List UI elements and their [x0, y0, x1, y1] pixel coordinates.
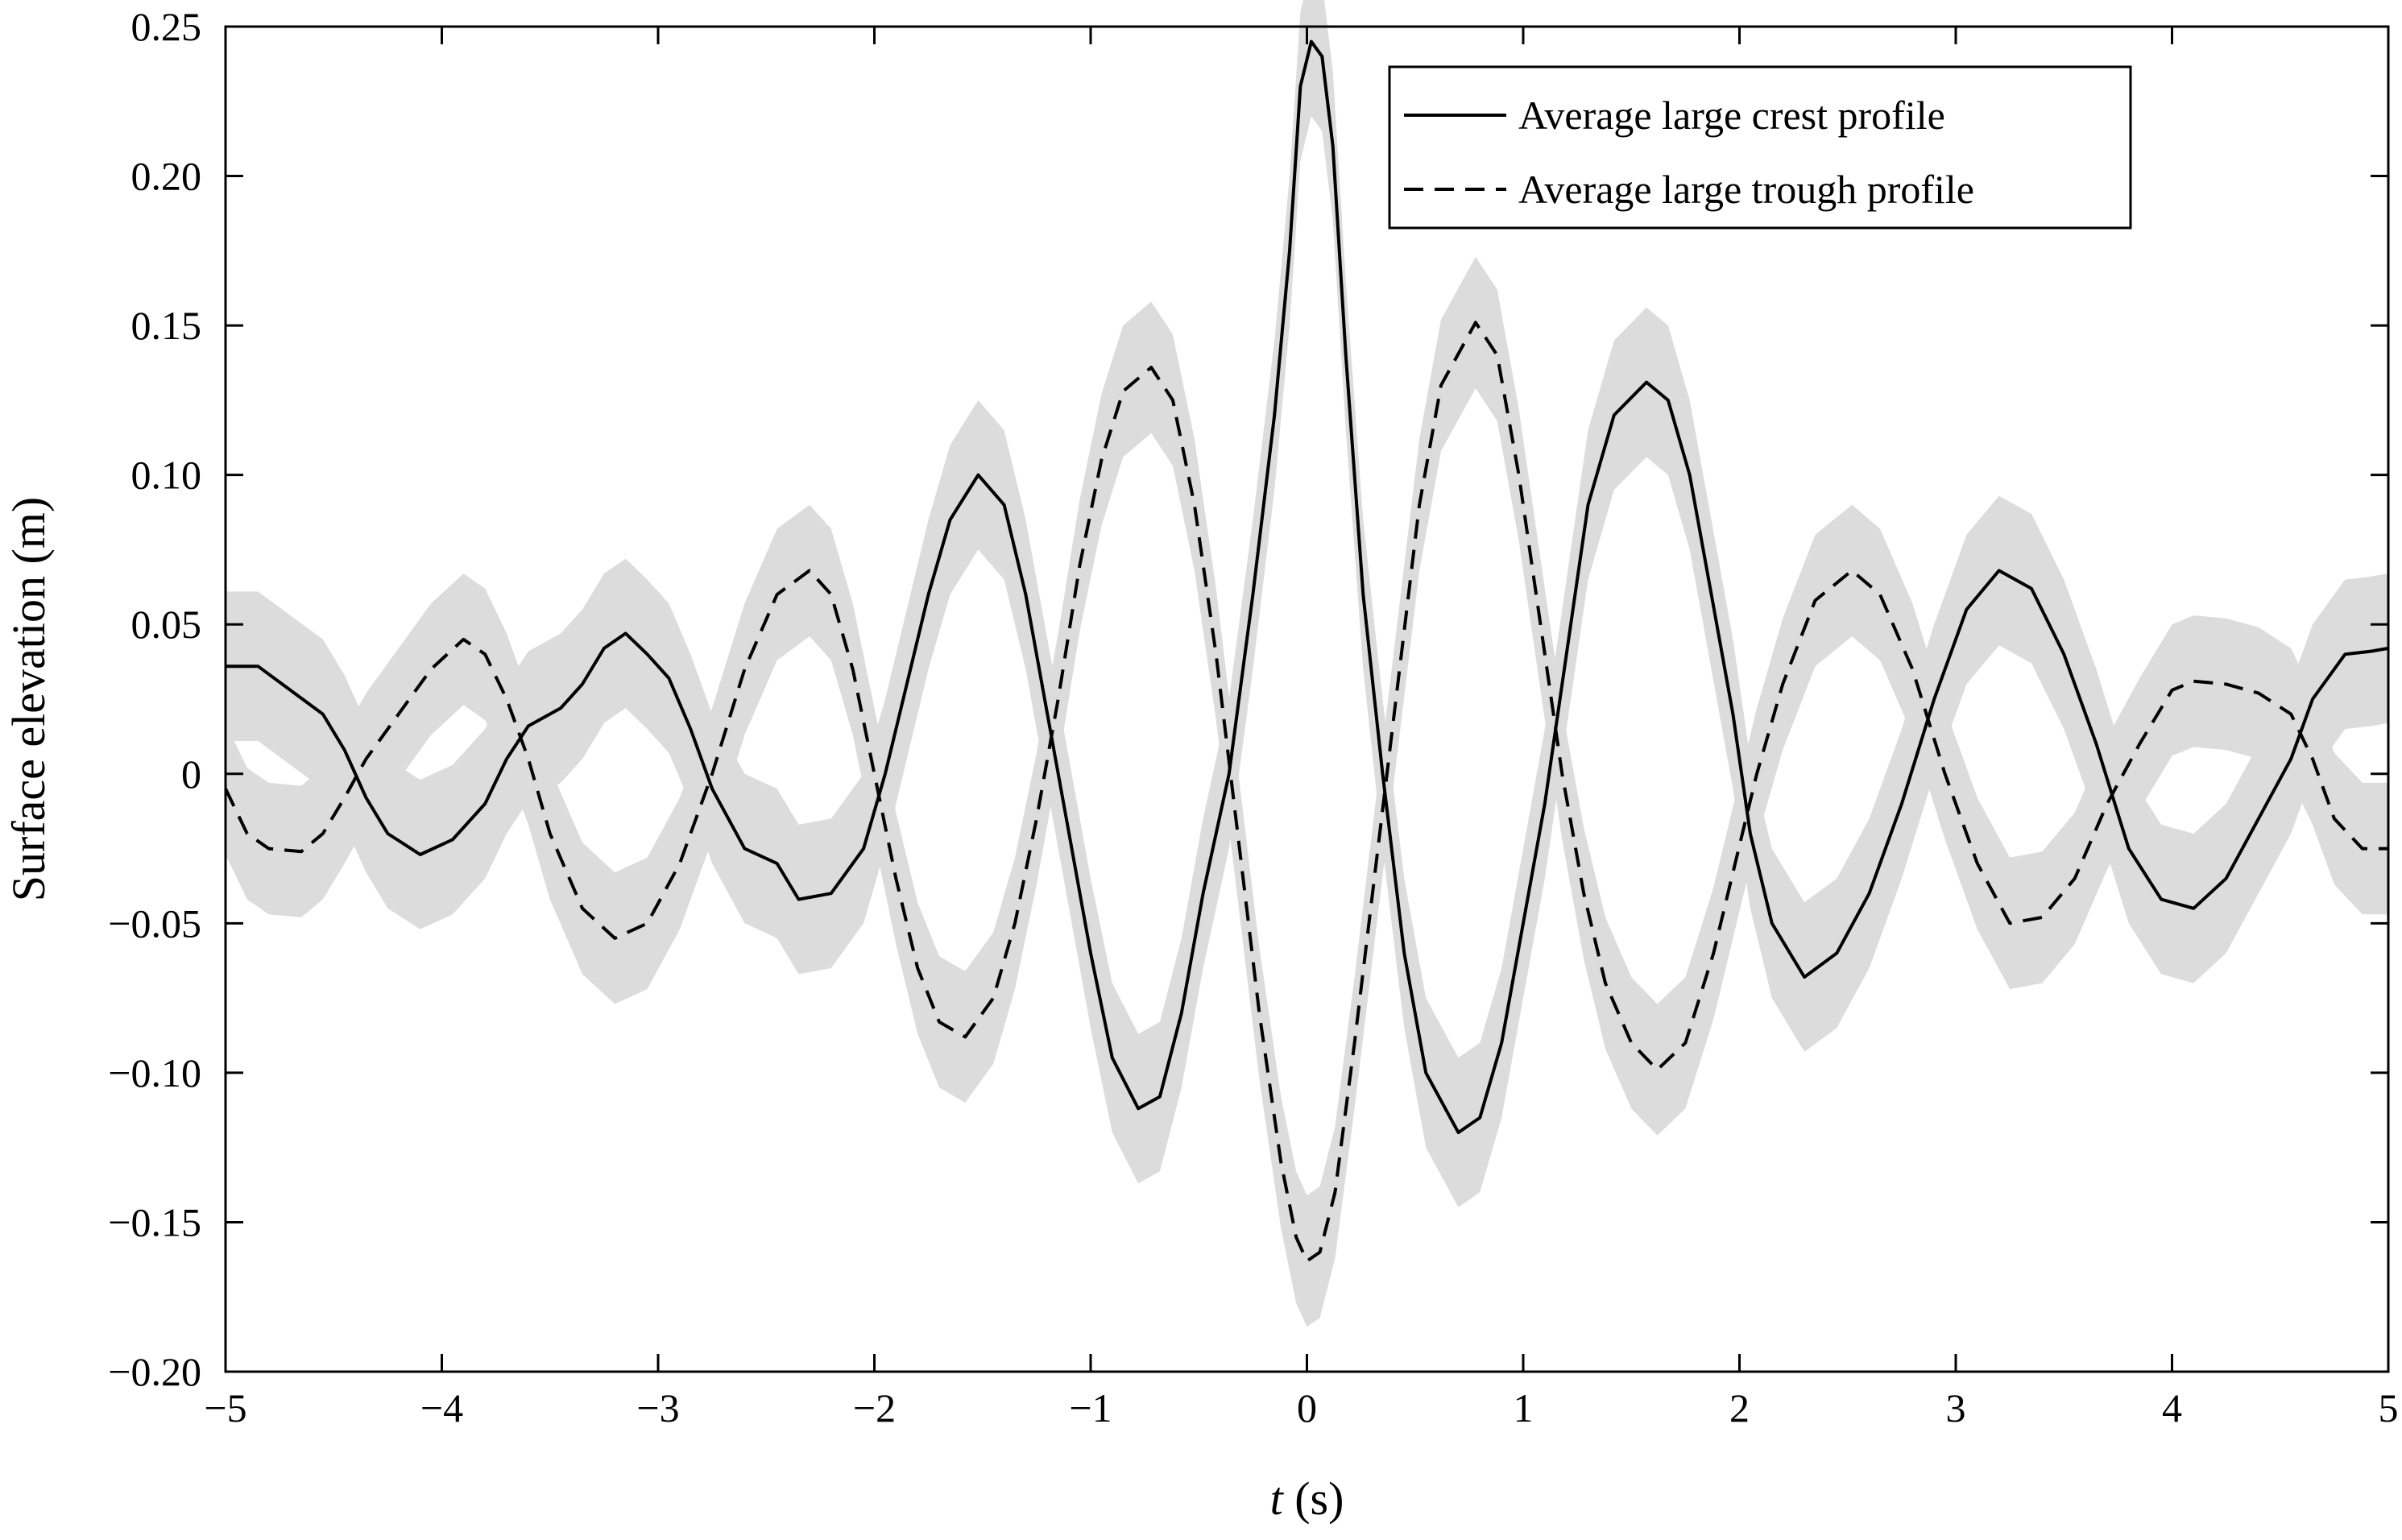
y-tick-label: −0.20 [108, 1349, 201, 1394]
y-axis-label: Surface elevation (m) [2, 497, 55, 901]
legend-label-1: Average large crest profile [1518, 93, 1945, 138]
x-tick-label: 1 [1514, 1385, 1534, 1430]
x-axis: −5 −4 −3 −2 −1 0 1 2 3 4 5 [204, 27, 2399, 1430]
x-tick-label: −3 [636, 1385, 679, 1430]
legend-label-2: Average large trough profile [1518, 167, 1974, 212]
y-tick-label: −0.10 [108, 1050, 201, 1095]
x-axis-label-var: t [1270, 1472, 1285, 1525]
confidence-bands [226, 0, 2388, 1327]
series-line-1 [226, 39, 2389, 1135]
y-tick-label: 0.05 [131, 602, 202, 647]
x-tick-label: −2 [853, 1385, 896, 1430]
x-tick-label: 3 [1946, 1385, 1966, 1430]
y-tick-label: 0 [181, 751, 201, 797]
x-tick-label: −1 [1069, 1385, 1112, 1430]
legend-box [1388, 65, 2132, 230]
x-tick-label: 5 [2379, 1385, 2399, 1430]
series-lines [224, 39, 2389, 1263]
y-axis: −0.20 −0.15 −0.10 −0.05 0 0.05 0.10 0.15 0.20 0.2… [108, 4, 2388, 1394]
x-tick-label: 0 [1297, 1385, 1317, 1430]
x-tick-label: 4 [2162, 1385, 2182, 1430]
y-tick-label: 0.10 [131, 453, 202, 498]
x-axis-label: t (s) [1270, 1472, 1344, 1525]
band-series-1 [226, 0, 2388, 1207]
y-tick-label: 0.15 [131, 303, 202, 348]
x-tick-label: −4 [420, 1385, 463, 1430]
y-tick-label: 0.20 [131, 154, 202, 199]
y-tick-label: 0.25 [131, 4, 202, 49]
y-tick-label: −0.05 [108, 900, 201, 946]
x-axis-label-unit: (s) [1283, 1472, 1344, 1525]
series-line-2 [224, 321, 2388, 1263]
y-tick-label: −0.15 [108, 1199, 201, 1244]
band-series-2 [226, 256, 2388, 1327]
x-tick-label: −5 [204, 1385, 246, 1430]
x-tick-label: 2 [1729, 1385, 1750, 1430]
legend: Average large crest profile Average large… [1388, 65, 2132, 230]
